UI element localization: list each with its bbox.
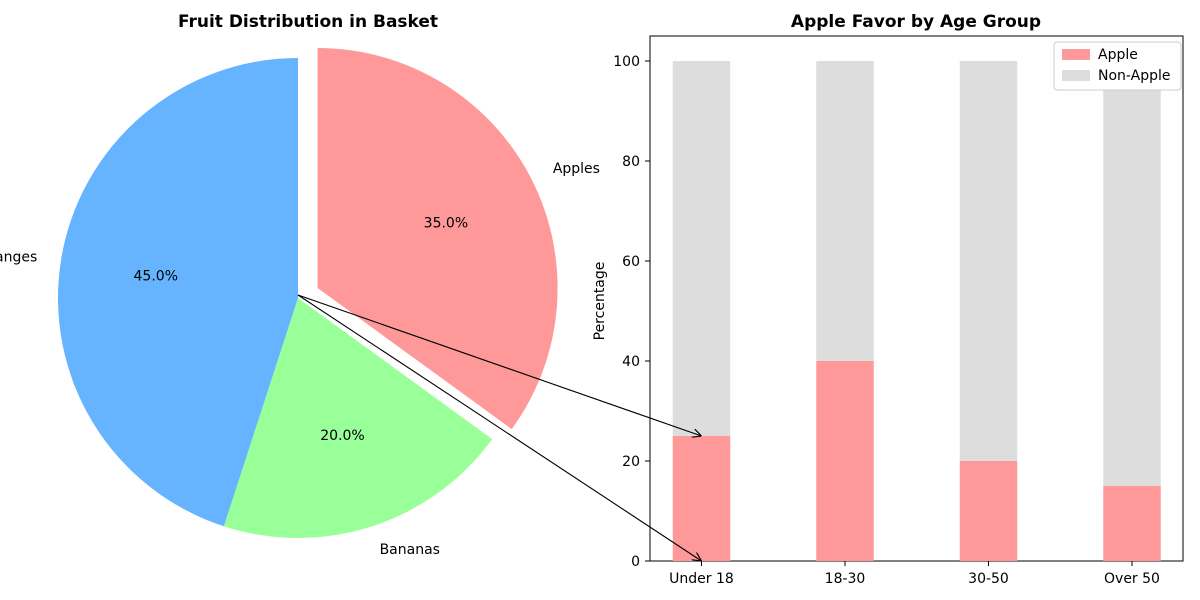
legend-swatch-apple (1062, 49, 1090, 60)
pie-slice-bananas (223, 298, 493, 538)
bar-non-apple-over-50 (1103, 61, 1161, 486)
bar-chart: Apple Favor by Age Group Under 18 18-30 30… (592, 12, 1184, 587)
legend-label-non-apple: Non-Apple (1098, 68, 1171, 84)
arrow-to-apple-top (297, 294, 702, 436)
pie-pct-apples: 35.0% (424, 216, 468, 232)
bar-apple-30-50 (959, 461, 1018, 561)
pie-title: Fruit Distribution in Basket (178, 12, 438, 32)
bar-apple-18-30 (816, 361, 874, 561)
y-tick-label-60: 60 (622, 254, 640, 270)
bar-non-apple-under-18 (672, 61, 731, 436)
pie-label-oranges: Oranges (0, 250, 37, 266)
bar-axes (649, 35, 1184, 562)
legend: Apple Non-Apple (1053, 41, 1182, 91)
bar-rects (672, 61, 1161, 561)
pie-label-bananas: Bananas (380, 542, 440, 558)
pie-slice-oranges (57, 58, 298, 527)
pie-pct-bananas: 20.0% (320, 428, 364, 444)
y-tick-label-80: 80 (622, 154, 640, 170)
pie-chart: Fruit Distribution in Basket 35.0% Apples… (0, 12, 600, 558)
bar-non-apple-30-50 (959, 61, 1018, 461)
arrow-to-apple-base (297, 294, 702, 561)
y-tick-label-40: 40 (622, 354, 640, 370)
pie-slices (57, 48, 558, 538)
bar-apple-under-18 (672, 436, 731, 561)
pie-label-apples: Apples (553, 161, 600, 177)
legend-label-apple: Apple (1098, 47, 1138, 63)
y-axis-label: Percentage (592, 262, 608, 341)
connection-arrows (297, 294, 702, 561)
x-tick-label-18-30: 18-30 (825, 571, 866, 587)
bar-title: Apple Favor by Age Group (791, 12, 1041, 32)
pie-labels: 35.0% Apples 20.0% Bananas 45.0% Oranges (0, 161, 600, 558)
bar-ticks: Under 18 18-30 30-50 Over 50 0 20 40 60 80 100 (613, 54, 1160, 587)
y-tick-label-20: 20 (622, 454, 640, 470)
x-tick-label-30-50: 30-50 (968, 571, 1009, 587)
x-tick-label-over-50: Over 50 (1104, 571, 1160, 587)
legend-swatch-non-apple (1062, 70, 1090, 81)
pie-pct-oranges: 45.0% (134, 268, 178, 284)
bar-non-apple-18-30 (816, 61, 874, 361)
x-tick-label-under-18: Under 18 (669, 571, 734, 587)
pie-slice-apples (317, 48, 558, 430)
y-tick-label-0: 0 (631, 554, 640, 570)
bar-apple-over-50 (1103, 486, 1161, 561)
y-tick-label-100: 100 (613, 54, 640, 70)
bar-axes-frame (649, 35, 1184, 562)
